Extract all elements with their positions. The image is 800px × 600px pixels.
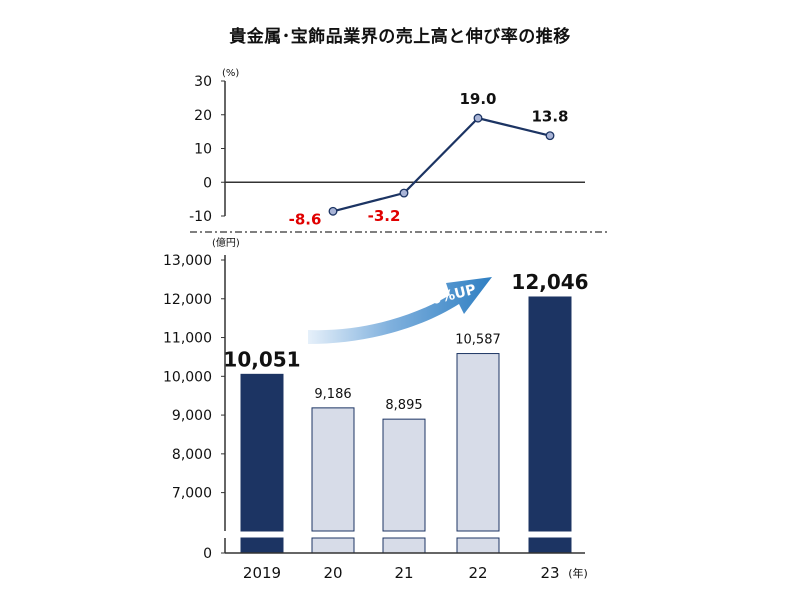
sales-bar — [528, 296, 572, 532]
sales-bar — [240, 373, 284, 532]
x-tick-label: 22 — [468, 564, 487, 582]
growth-label: 13.8 — [531, 108, 568, 126]
growth-point — [545, 131, 555, 141]
x-tick-label: 21 — [394, 564, 413, 582]
sales-bar — [382, 418, 426, 532]
growth-label: -3.2 — [368, 207, 401, 225]
x-tick-label: 2019 — [243, 564, 281, 582]
sales-value-label: 10,587 — [455, 333, 501, 348]
bar-y-tick-label: 0 — [203, 546, 212, 562]
bar-y-unit: (億円) — [212, 236, 240, 249]
bar-y-tick-label: 11,000 — [163, 331, 212, 347]
bar-y-tick-label: 13,000 — [163, 253, 212, 269]
axis-break-gap — [200, 532, 600, 537]
chart-title: 貴金属･宝飾品業界の売上高と伸び率の推移 — [229, 27, 571, 47]
line-y-unit: (%) — [222, 68, 239, 79]
sales-value-label: 10,051 — [223, 347, 300, 371]
growth-point — [473, 113, 483, 123]
growth-point — [328, 206, 338, 216]
sales-bar-base — [456, 537, 500, 554]
sales-bar — [311, 407, 355, 532]
growth-line — [332, 116, 551, 213]
x-tick-label: 20 — [323, 564, 342, 582]
sales-bar-base — [240, 537, 284, 554]
line-y-tick-label: -10 — [189, 209, 212, 225]
sales-value-label: 12,046 — [511, 270, 588, 294]
sales-bar — [456, 353, 500, 532]
bar-y-tick-label: 10,000 — [163, 369, 212, 385]
x-tick-label: 23 — [540, 564, 559, 582]
growth-arrow — [308, 277, 492, 344]
line-y-tick-label: 10 — [194, 142, 212, 158]
line-y-tick-label: 30 — [194, 74, 212, 90]
line-y-tick-label: 0 — [203, 175, 212, 191]
sales-bar-base — [528, 537, 572, 554]
bar-y-tick-label: 12,000 — [163, 292, 212, 308]
bar-y-tick-label: 7,000 — [172, 486, 212, 502]
sales-bar-base — [311, 537, 355, 554]
growth-point — [399, 188, 409, 198]
bar-y-tick-label: 9,000 — [172, 408, 212, 424]
growth-label: 19.0 — [459, 90, 496, 108]
line-y-tick-label: 20 — [194, 108, 212, 124]
sales-value-label: 9,186 — [314, 387, 351, 402]
x-unit: (年) — [568, 566, 588, 580]
bar-y-tick-label: 8,000 — [172, 447, 212, 463]
sales-bar-base — [382, 537, 426, 554]
sales-value-label: 8,895 — [385, 398, 422, 413]
growth-label: -8.6 — [289, 210, 322, 228]
